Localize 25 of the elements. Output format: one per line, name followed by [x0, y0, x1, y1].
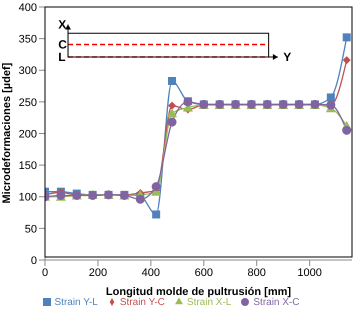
x-axis-title: Longitud molde de pultrusión [mm] [106, 286, 292, 298]
legend-label: Strain X-L [186, 297, 232, 308]
y-tick-label: 100 [18, 192, 37, 204]
y-tick-label: 0 [30, 254, 37, 267]
y-tick-label: 150 [18, 160, 37, 172]
x-tick-label: 0 [42, 266, 48, 279]
y-tick-label: 400 [18, 2, 37, 14]
y-tick-label: 50 [24, 223, 37, 236]
legend-label: Strain Y-C [120, 297, 165, 308]
annotation: Y [283, 50, 292, 64]
legend-label: Strain Y-L [54, 297, 98, 308]
x-tick-label: 1000 [297, 266, 322, 279]
x-tick-label: 200 [88, 266, 108, 279]
y-axis-title: Microdeformaciones [µdef] [0, 62, 13, 204]
x-tick-label: 400 [142, 266, 160, 279]
annotation: L [58, 50, 66, 64]
annotation: C [58, 38, 68, 52]
x-tick-label: 800 [248, 266, 266, 279]
y-tick-label: 300 [18, 65, 37, 78]
annotation: X [58, 18, 66, 32]
y-tick-label: 200 [18, 128, 37, 140]
legend-label: Strain X-C [253, 297, 300, 308]
x-tick-label: 600 [194, 266, 213, 279]
y-tick-label: 350 [18, 34, 37, 46]
y-tick-label: 250 [18, 96, 37, 109]
